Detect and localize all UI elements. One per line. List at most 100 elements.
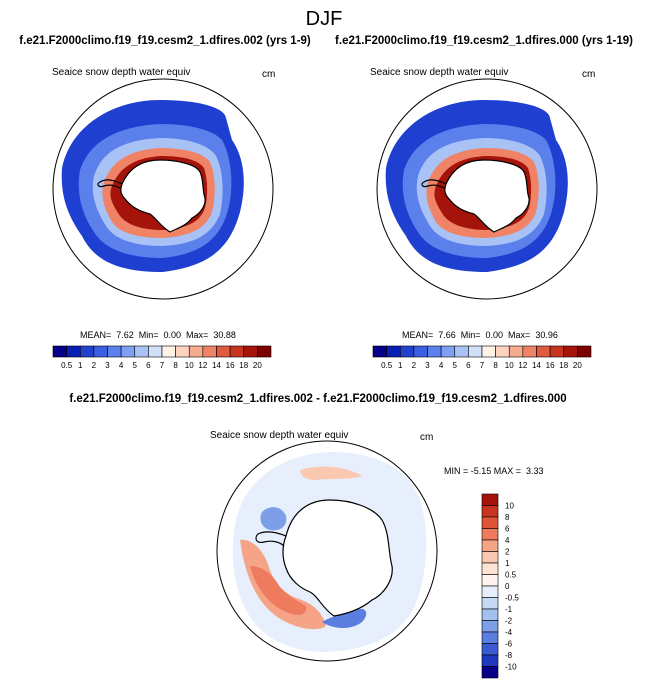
colorbar-box — [66, 345, 81, 358]
colorbar-tick-label: -2 — [505, 617, 513, 626]
colorbar-box — [79, 345, 95, 358]
colorbar-box — [481, 551, 499, 564]
colorbar-box — [386, 345, 401, 358]
panel-c-field-cool-west — [260, 507, 287, 531]
colorbar-box — [120, 345, 136, 358]
colorbar-tick-label: 0 — [505, 582, 510, 591]
colorbar-tick-label: 10 — [185, 361, 194, 370]
panel-c-stats: MIN = -5.15 MAX = 3.33 — [444, 466, 544, 476]
colorbar-tick-label: 14 — [212, 361, 221, 370]
colorbar-tick-label: 7 — [160, 361, 165, 370]
colorbar-box — [188, 345, 204, 358]
colorbar-box — [481, 620, 499, 633]
panel-a-peninsula — [97, 179, 123, 189]
colorbar-box — [563, 345, 578, 358]
colorbar-box — [243, 345, 258, 358]
colorbar-box — [107, 345, 122, 358]
panel-c-colorbar: 10 8 6 4 2 1 0.5 0 -0.5 -1 -2 -4 -6 -8 -10 — [481, 493, 519, 679]
colorbar-box — [536, 345, 551, 358]
colorbar-box — [481, 585, 499, 598]
colorbar-box — [148, 345, 163, 358]
panel-c-field-cool-patch — [322, 608, 367, 628]
colorbar-box — [481, 631, 499, 644]
colorbar-tick-label: 4 — [119, 361, 124, 370]
colorbar-tick-label: 10 — [505, 502, 514, 511]
colorbar-tick-label: 8 — [493, 361, 498, 370]
colorbar-tick-label: 0.5 — [381, 361, 393, 370]
colorbar-tick-label: 10 — [505, 361, 514, 370]
colorbar-tick-label: 12 — [518, 361, 527, 370]
colorbar-box — [216, 345, 231, 358]
colorbar-tick-label: 4 — [439, 361, 444, 370]
colorbar-box — [440, 345, 456, 358]
colorbar-box — [481, 574, 499, 587]
colorbar-box — [481, 505, 499, 518]
colorbar-box — [481, 666, 499, 679]
colorbar-tick-label: 0.5 — [505, 571, 517, 580]
colorbar-box — [399, 345, 415, 358]
panel-b-antarctica — [444, 159, 530, 233]
colorbar-tick-label: -1 — [505, 605, 513, 614]
colorbar-box — [481, 654, 499, 667]
panel-b-title: f.e21.F2000climo.f19_f19.cesm2_1.dfires.… — [335, 35, 633, 47]
colorbar-tick-label: 20 — [573, 361, 582, 370]
panel-a-units-label: cm — [262, 69, 275, 80]
colorbar-box — [202, 345, 217, 358]
panel-b-stats: MEAN= 7.66 Min= 0.00 Max= 30.96 — [402, 330, 558, 340]
colorbar-box — [549, 345, 565, 358]
panel-b-colorbar: 0.5 1 2 3 4 5 6 7 8 10 12 14 16 18 20 — [372, 345, 592, 370]
colorbar-box — [577, 345, 592, 358]
colorbar-tick-label: 14 — [532, 361, 541, 370]
colorbar-box — [372, 345, 387, 358]
panel-c-variable-label: Seaice snow depth water equiv — [210, 430, 348, 441]
colorbar-tick-label: 2 — [505, 548, 510, 557]
colorbar-tick-label: 5 — [453, 361, 458, 370]
colorbar-box — [481, 345, 496, 358]
panel-a-map — [52, 78, 274, 300]
colorbar-box — [481, 493, 499, 506]
colorbar-tick-label: 6 — [466, 361, 471, 370]
colorbar-tick-label: 1 — [398, 361, 403, 370]
panel-c-units-label: cm — [420, 432, 433, 443]
panel-a-title: f.e21.F2000climo.f19_f19.cesm2_1.dfires.… — [19, 35, 311, 47]
colorbar-tick-label: 8 — [173, 361, 178, 370]
panel-c-antarctica — [282, 499, 393, 617]
colorbar-tick-label: -0.5 — [505, 594, 519, 603]
panel-c-field-warm-core — [250, 566, 307, 615]
panel-b-map-border — [376, 78, 598, 300]
colorbar-box — [481, 528, 499, 541]
colorbar-tick-label: 4 — [505, 536, 510, 545]
colorbar-tick-label: 3 — [425, 361, 430, 370]
colorbar-tick-label: -10 — [505, 663, 517, 672]
colorbar-tick-label: 2 — [412, 361, 417, 370]
colorbar-tick-label: 6 — [505, 525, 510, 534]
colorbar-box — [481, 516, 499, 529]
colorbar-box — [481, 597, 499, 610]
colorbar-tick-label: 18 — [239, 361, 248, 370]
colorbar-box — [481, 643, 499, 656]
colorbar-box — [134, 345, 149, 358]
colorbar-box — [427, 345, 442, 358]
colorbar-box — [52, 345, 67, 358]
colorbar-tick-label: 6 — [146, 361, 151, 370]
panel-b-peninsula — [421, 179, 447, 189]
colorbar-tick-label: 1 — [78, 361, 83, 370]
colorbar-box — [495, 345, 510, 358]
colorbar-tick-label: 5 — [133, 361, 138, 370]
colorbar-tick-label: 2 — [92, 361, 97, 370]
panel-c-peninsula — [255, 531, 287, 547]
panel-b-units-label: cm — [582, 69, 595, 80]
colorbar-tick-label: 8 — [505, 513, 510, 522]
colorbar-box — [468, 345, 483, 358]
colorbar-box — [175, 345, 190, 358]
colorbar-tick-label: -8 — [505, 651, 513, 660]
colorbar-tick-label: -4 — [505, 628, 513, 637]
colorbar-tick-label: 20 — [253, 361, 262, 370]
colorbar-tick-label: 18 — [559, 361, 568, 370]
panel-a-variable-label: Seaice snow depth water equiv — [52, 67, 190, 78]
colorbar-tick-label: 1 — [505, 559, 510, 568]
colorbar-box — [454, 345, 469, 358]
colorbar-box — [413, 345, 428, 358]
colorbar-tick-label: 7 — [480, 361, 485, 370]
